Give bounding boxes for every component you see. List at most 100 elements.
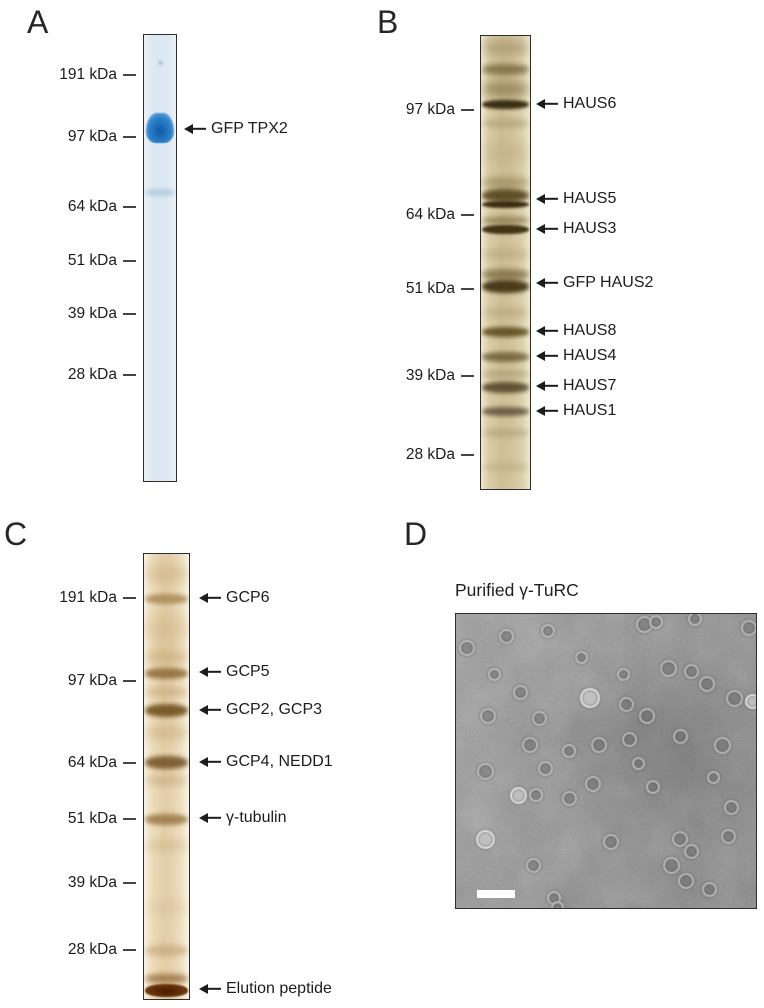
marker-label: 51 kDa: [67, 252, 117, 269]
gel-band: [482, 463, 529, 471]
molecular-weight-marker: 64 kDa: [0, 754, 136, 772]
gel-band: [145, 703, 188, 717]
em-particle: [476, 763, 494, 781]
marker-label: 28 kDa: [67, 366, 117, 383]
marker-tick: [123, 949, 136, 951]
marker-label: 191 kDa: [59, 66, 117, 83]
left-arrow-icon: [536, 381, 558, 391]
marker-label: 51 kDa: [67, 810, 117, 827]
em-particle: [525, 858, 541, 874]
band-label: γ-tubulin: [226, 809, 287, 826]
band-label: HAUS6: [563, 95, 617, 112]
em-particle: [631, 756, 645, 770]
gel-band: [145, 983, 188, 997]
left-arrow-icon: [536, 224, 558, 234]
molecular-weight-marker: 64 kDa: [0, 206, 474, 224]
molecular-weight-marker: 191 kDa: [0, 66, 136, 84]
marker-label: 51 kDa: [405, 280, 455, 297]
band-label: Elution peptide: [226, 980, 332, 997]
marker-tick: [123, 313, 136, 315]
band-annotation: GCP4, NEDD1: [199, 753, 333, 771]
gel-band: [145, 973, 188, 983]
marker-label: 64 kDa: [67, 198, 117, 215]
gel-band: [482, 142, 529, 164]
em-micrograph-image: [455, 613, 757, 909]
band-label: HAUS3: [563, 220, 617, 237]
em-particle: [741, 619, 756, 636]
gel-band: [482, 279, 529, 293]
left-arrow-icon: [199, 667, 221, 677]
em-particle: [547, 891, 561, 906]
gel-band: [145, 901, 188, 913]
em-particle: [635, 616, 653, 634]
gel-band: [145, 594, 188, 604]
gel-band: [157, 61, 163, 65]
gel-band: [482, 381, 529, 393]
em-particle: [684, 843, 700, 859]
marker-tick: [123, 136, 136, 138]
marker-label: 39 kDa: [67, 874, 117, 891]
left-arrow-icon: [536, 326, 558, 336]
em-particle: [649, 614, 663, 629]
em-particle: [574, 650, 588, 664]
em-particle: [498, 629, 514, 645]
band-annotation: GFP HAUS2: [536, 274, 653, 292]
gel-band: [145, 687, 188, 697]
left-arrow-icon: [184, 124, 206, 134]
gel-band: [482, 63, 529, 75]
band-annotation: HAUS1: [536, 402, 616, 420]
em-particle: [672, 831, 688, 848]
band-annotation: HAUS6: [536, 95, 616, 113]
marker-label: 39 kDa: [405, 367, 455, 384]
left-arrow-icon: [199, 705, 221, 715]
em-shading-light: [456, 614, 756, 908]
band-annotation: GCP2, GCP3: [199, 701, 322, 719]
left-arrow-icon: [536, 99, 558, 109]
band-annotation: Elution peptide: [199, 980, 332, 998]
em-particle: [550, 900, 564, 908]
marker-label: 64 kDa: [405, 206, 455, 223]
em-particle: [639, 707, 655, 724]
marker-label: 97 kDa: [67, 672, 117, 689]
em-image-title: Purified γ-TuRC: [455, 580, 579, 600]
gel-band: [482, 200, 529, 208]
panel-c-gel-lane: [143, 553, 190, 1000]
gel-band: [145, 188, 175, 196]
molecular-weight-marker: 97 kDa: [0, 672, 136, 690]
gel-band: [482, 327, 529, 337]
gel-band: [482, 99, 529, 109]
em-particle: [702, 881, 718, 897]
gel-band: [482, 370, 529, 378]
gel-band: [145, 565, 188, 583]
marker-label: 64 kDa: [67, 754, 117, 771]
gel-band: [482, 307, 529, 317]
marker-tick: [123, 762, 136, 764]
gel-band: [482, 249, 529, 259]
marker-tick: [461, 109, 474, 111]
left-arrow-icon: [199, 984, 221, 994]
band-label: GFP TPX2: [211, 120, 288, 137]
marker-label: 191 kDa: [59, 589, 117, 606]
em-particle: [537, 761, 553, 777]
molecular-weight-marker: 28 kDa: [0, 446, 474, 464]
em-particle: [591, 737, 607, 754]
left-arrow-icon: [199, 593, 221, 603]
gel-band: [145, 813, 188, 825]
em-particle: [459, 640, 475, 657]
em-noise-texture: [456, 614, 756, 908]
em-particle: [509, 786, 527, 804]
panel-b-letter: B: [377, 4, 399, 40]
marker-tick: [461, 454, 474, 456]
band-annotation: HAUS5: [536, 190, 616, 208]
marker-tick: [123, 597, 136, 599]
marker-label: 97 kDa: [67, 128, 117, 145]
em-particle: [744, 693, 756, 709]
em-particle: [531, 711, 547, 727]
em-particle: [585, 775, 601, 792]
band-annotation: HAUS4: [536, 347, 616, 365]
marker-tick: [123, 818, 136, 820]
gel-band: [482, 216, 529, 224]
gel-band: [145, 650, 188, 664]
marker-tick: [461, 288, 474, 290]
